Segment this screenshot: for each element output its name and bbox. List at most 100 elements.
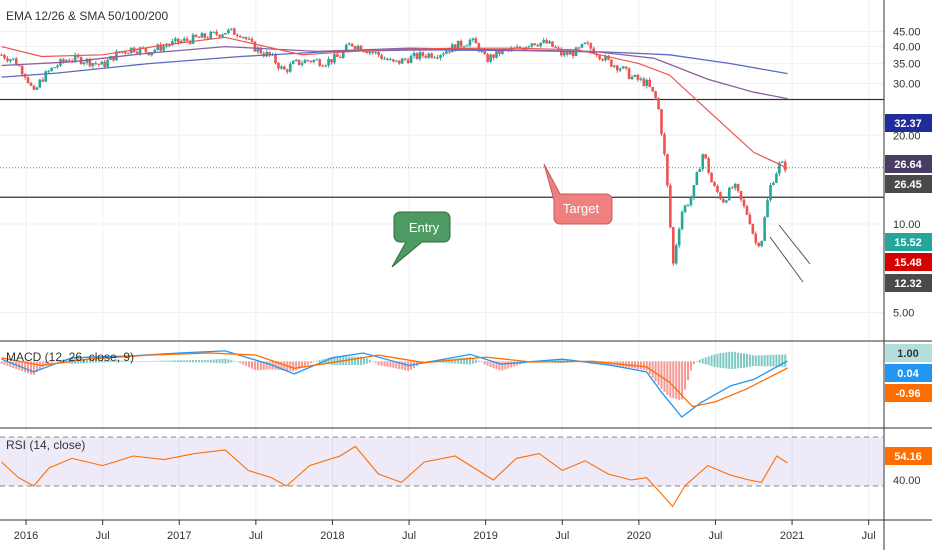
macd-histogram-bar bbox=[94, 359, 97, 363]
target-callout[interactable]: Target bbox=[543, 163, 613, 225]
candle-body bbox=[557, 47, 560, 49]
candle-body bbox=[604, 55, 607, 61]
candle-body bbox=[235, 34, 239, 36]
candle-body bbox=[642, 78, 646, 86]
macd-histogram-bar bbox=[654, 361, 657, 382]
candle-body bbox=[200, 33, 204, 38]
candle-body bbox=[362, 51, 366, 53]
macd-histogram-bar bbox=[701, 358, 704, 364]
candle-body bbox=[539, 42, 543, 47]
macd-histogram-bar bbox=[253, 361, 256, 371]
candle-body bbox=[238, 35, 242, 38]
macd-histogram-bar bbox=[365, 358, 368, 364]
candle-body bbox=[403, 58, 407, 60]
trendline-upper[interactable] bbox=[778, 224, 811, 265]
candle-body bbox=[12, 58, 15, 60]
macd-histogram-bar bbox=[12, 361, 15, 369]
candle-body bbox=[112, 56, 115, 61]
macd-histogram-bar bbox=[65, 359, 68, 364]
candle-body bbox=[197, 36, 201, 38]
entry-callout[interactable]: Entry bbox=[391, 211, 451, 268]
macd-histogram-bar bbox=[44, 361, 47, 366]
macd-histogram-bar bbox=[510, 361, 513, 368]
macd-histogram-bar bbox=[748, 354, 751, 367]
trendlines[interactable] bbox=[769, 224, 811, 283]
candle-body bbox=[433, 57, 436, 59]
candle-body bbox=[65, 60, 68, 62]
macd-histogram-bar bbox=[710, 355, 713, 367]
candle-body bbox=[165, 45, 168, 47]
macd-histogram-bar bbox=[648, 361, 651, 375]
macd-histogram-bar bbox=[227, 359, 230, 363]
rsi-tag: 54.16 bbox=[894, 451, 922, 463]
candle-body bbox=[695, 171, 699, 186]
candle-body bbox=[389, 59, 392, 61]
candle-body bbox=[230, 28, 233, 30]
candle-body bbox=[339, 56, 342, 58]
macd-histogram-bar bbox=[751, 355, 754, 367]
candle-body bbox=[630, 76, 634, 80]
price-pane-title: EMA 12/26 & SMA 50/100/200 bbox=[6, 9, 168, 23]
price-axis-tick: 10.00 bbox=[893, 219, 921, 231]
macd-histogram-bar bbox=[351, 356, 354, 366]
candle-body bbox=[82, 62, 86, 65]
macd-histogram-bar bbox=[468, 357, 471, 365]
candle-body bbox=[100, 61, 104, 65]
moving-averages bbox=[1, 36, 788, 169]
candle-body bbox=[309, 60, 313, 62]
candle-body bbox=[489, 54, 492, 62]
candle-body bbox=[288, 64, 292, 72]
candle-body bbox=[751, 224, 755, 234]
macd-histogram-bar bbox=[504, 361, 507, 370]
macd-tag: 1.00 bbox=[897, 348, 918, 360]
price-tag: 12.32 bbox=[894, 278, 922, 290]
candle-body bbox=[368, 51, 372, 54]
candle-body bbox=[103, 61, 106, 67]
candle-body bbox=[297, 59, 301, 65]
candle-body bbox=[215, 31, 218, 35]
candle-body bbox=[713, 182, 716, 187]
candle-body bbox=[421, 52, 425, 56]
candle-body bbox=[471, 38, 475, 40]
candle-body bbox=[283, 66, 286, 70]
macd-histogram-bar bbox=[454, 358, 457, 364]
price-axis[interactable]: 45.00 40.00 35.00 30.00 20.00 10.00 5.00 40.00 bbox=[893, 26, 921, 487]
candle-body bbox=[73, 54, 77, 61]
macd-pane bbox=[0, 350, 788, 418]
horizontal-levels[interactable] bbox=[0, 98, 884, 198]
macd-histogram-bar bbox=[631, 361, 634, 369]
macd-histogram-bar bbox=[3, 361, 6, 365]
macd-histogram-bar bbox=[745, 353, 748, 368]
macd-histogram-bar bbox=[230, 360, 233, 363]
candle-body bbox=[598, 55, 601, 59]
macd-histogram-bar bbox=[312, 361, 315, 362]
candle-body bbox=[265, 51, 268, 57]
macd-histogram-bar bbox=[651, 361, 654, 378]
macd-histogram-bar bbox=[239, 361, 242, 364]
macd-histogram-bar bbox=[722, 352, 725, 369]
candle-body bbox=[560, 48, 563, 56]
candle-body bbox=[716, 186, 719, 193]
macd-histogram-bar bbox=[277, 361, 280, 370]
candle-body bbox=[206, 37, 210, 39]
candle-body bbox=[244, 37, 248, 39]
candle-body bbox=[115, 51, 118, 61]
candle-body bbox=[530, 43, 534, 47]
candle-body bbox=[0, 54, 3, 56]
entry-callout-text: Entry bbox=[409, 220, 440, 235]
time-axis[interactable]: 2016 Jul 2017 Jul 2018 Jul 2019 Jul 2020 Jul 2021 J… bbox=[14, 520, 876, 542]
candle-body bbox=[318, 59, 322, 66]
macd-histogram-bar bbox=[21, 361, 24, 372]
candle-body bbox=[577, 47, 581, 49]
candle-body bbox=[330, 58, 333, 63]
macd-histogram-bar bbox=[383, 361, 386, 367]
price-tag-bg bbox=[885, 233, 932, 251]
trendline-lower[interactable] bbox=[769, 236, 804, 283]
candle-body bbox=[448, 51, 451, 53]
macd-histogram-bar bbox=[639, 361, 642, 370]
candle-body bbox=[648, 79, 652, 87]
macd-histogram-bar bbox=[716, 353, 719, 368]
candle-body bbox=[554, 46, 557, 48]
macd-histogram-bar bbox=[165, 360, 168, 362]
